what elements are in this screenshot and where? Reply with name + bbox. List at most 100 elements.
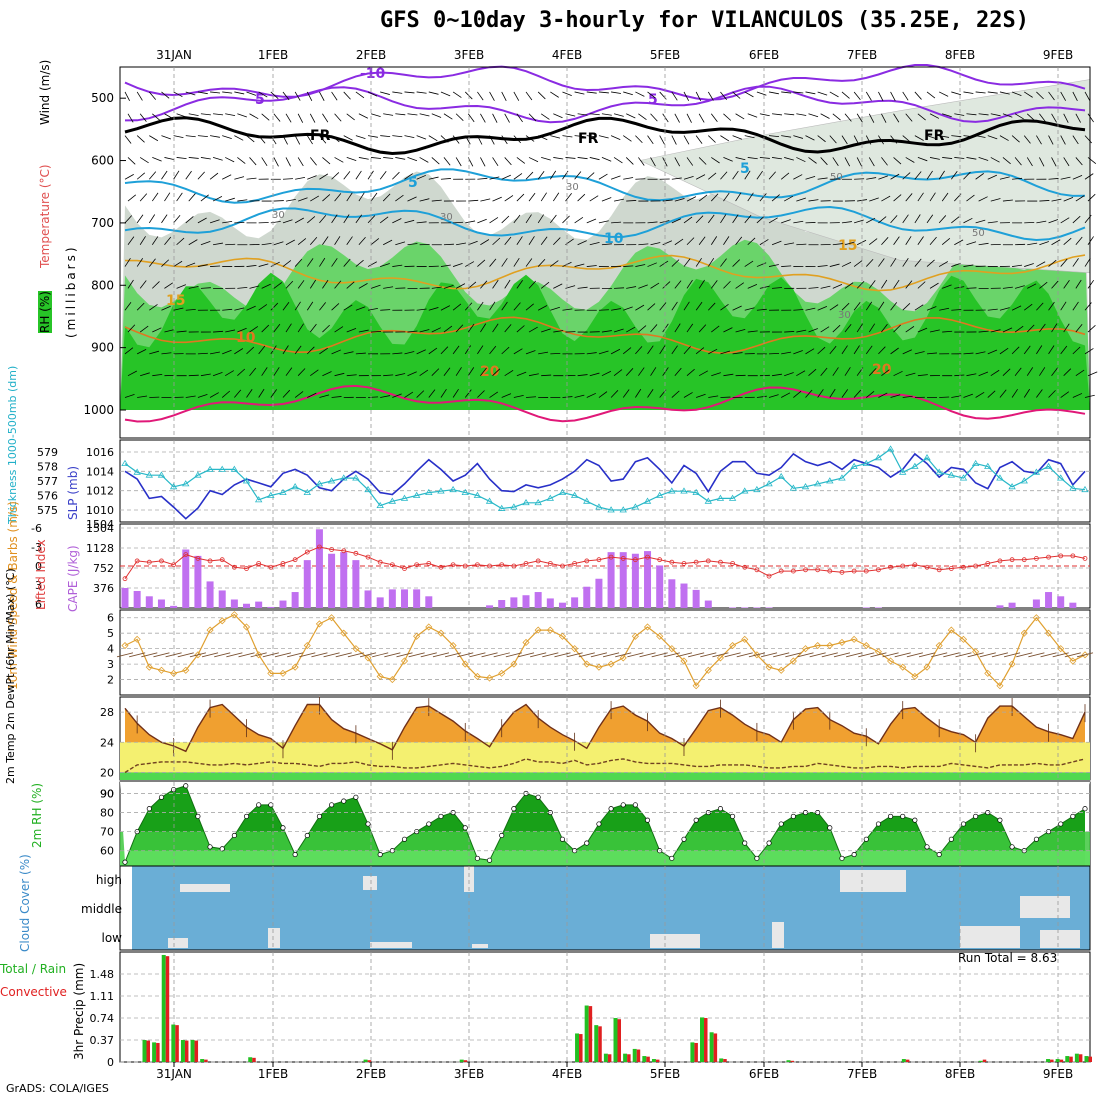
wind-barb [161, 170, 168, 180]
wind-barb [249, 285, 260, 289]
wind-barb [334, 280, 342, 289]
wind-barb [698, 113, 705, 123]
rh-point [280, 825, 286, 831]
thickness-point [777, 472, 785, 480]
wind-barb [662, 367, 669, 376]
thickness-point [340, 474, 348, 481]
wind-barb [525, 258, 533, 267]
cape-bar [218, 590, 226, 608]
wind-barb [695, 174, 706, 180]
wind10m-barb [457, 652, 474, 658]
wind10m-barb [335, 652, 352, 658]
rh-point [122, 859, 128, 865]
wind-barb [647, 221, 658, 224]
wind-barb [695, 257, 702, 267]
wind-barb [273, 241, 284, 246]
wind-barb [902, 214, 909, 224]
wind-speed-point [668, 645, 676, 653]
cape-bar [631, 553, 639, 608]
temperature-contour [124, 254, 1086, 292]
wind-barb [404, 173, 413, 180]
rh-point [912, 817, 918, 823]
wind-barb [853, 389, 862, 398]
wind-barb [1060, 345, 1068, 355]
wind-barb [383, 239, 393, 246]
wind-barb [513, 302, 521, 311]
wind-barb [152, 373, 163, 377]
wind-barb [951, 91, 962, 96]
rh-point [960, 821, 967, 827]
wind-speed-point [1020, 629, 1028, 637]
wind10m-barb [967, 652, 984, 658]
wind-barb [938, 261, 949, 267]
thickness-point [619, 506, 627, 513]
wind-barb [759, 113, 770, 117]
ylabel-slp: SLP (mb) [66, 465, 80, 520]
rh-point [1082, 806, 1088, 812]
thickness-point [194, 471, 202, 478]
wind-barb [465, 220, 476, 224]
wind-speed-point [741, 635, 749, 643]
wind-barb [513, 214, 521, 224]
wind-barb [951, 309, 962, 311]
wind-barb [878, 258, 885, 267]
cloud-level-middle: middle [81, 902, 122, 916]
wind-barb [258, 388, 265, 398]
wind-barb [1012, 177, 1023, 180]
wind-speed-point [182, 666, 190, 674]
wind-barb [881, 237, 889, 246]
wind10m-barb [712, 652, 729, 658]
rh-tick-label: 80 [100, 807, 114, 820]
wind-barb [452, 303, 462, 311]
wind-speed-point [777, 666, 785, 674]
thickness-point [753, 485, 761, 493]
wind-barb [808, 368, 817, 377]
wind-barb [258, 263, 269, 267]
precip-total-bar [901, 1059, 906, 1062]
precip-conv-bar [252, 1057, 256, 1062]
thickness-point [643, 497, 652, 504]
wind-barb [601, 370, 612, 377]
thickness-point [935, 468, 943, 475]
wind-barb [513, 348, 523, 355]
li-point [511, 563, 517, 569]
rh-contour-label: 30 [272, 210, 285, 221]
wind-barb [468, 240, 478, 246]
wind-barb [987, 174, 998, 180]
wind-barb [540, 236, 548, 245]
wind-speed-point [631, 632, 639, 640]
li-point [134, 558, 140, 564]
wind-barb [586, 265, 597, 267]
thickness-point [279, 488, 287, 495]
wind-barb [234, 91, 245, 95]
wind-barb [732, 214, 739, 224]
precip-conv-bar [588, 1006, 593, 1062]
wind-barb [987, 221, 998, 224]
wind-barb [525, 303, 534, 311]
wind-barb [963, 171, 971, 180]
wind-barb [124, 257, 131, 267]
thickness-point [996, 474, 1004, 481]
wind-barb [613, 369, 623, 377]
wind-barb [383, 374, 394, 377]
wind-barb [294, 135, 301, 145]
wind-barb [905, 157, 915, 163]
wind-barb [127, 370, 138, 377]
thickness-point [692, 488, 700, 495]
wind-barb [477, 390, 485, 398]
wind-barb [622, 389, 630, 398]
wind-barb [270, 261, 280, 267]
wind-barb [176, 113, 187, 118]
cape-bar [267, 606, 275, 608]
wind-barb [1075, 324, 1083, 333]
date-label-bottom: 7FEB [846, 1067, 878, 1081]
wind-speed-point [789, 657, 797, 665]
wind-speed-point [656, 632, 664, 640]
wind10m-barb [517, 652, 535, 658]
wind-barb [832, 324, 841, 333]
wind-barb [683, 176, 694, 180]
wind-barb [197, 352, 208, 355]
wind-barb [261, 324, 270, 333]
wind-barb [978, 371, 989, 377]
wind-speed-point [546, 626, 554, 634]
